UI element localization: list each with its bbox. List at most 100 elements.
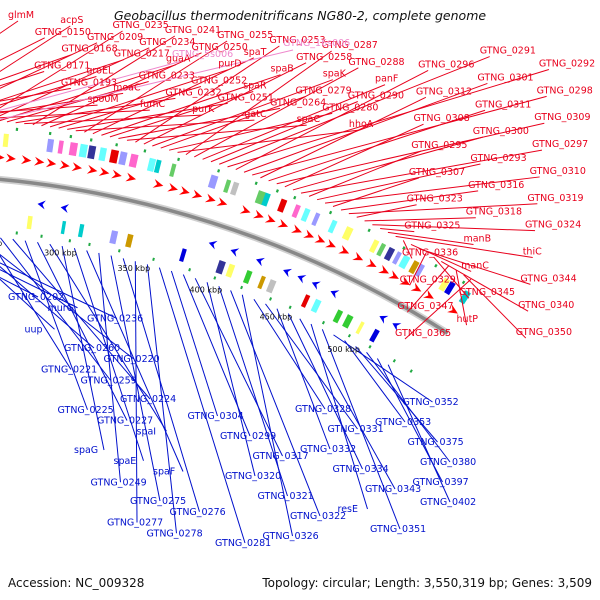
reverse-rna-mark [152, 257, 155, 261]
forward-cds-arrow [178, 186, 190, 195]
reverse-label-leader [265, 303, 358, 430]
reverse-gene-label: GTNG_0259 [81, 375, 137, 386]
reverse-rna-mark [68, 239, 72, 243]
rna-label-leader [0, 49, 294, 120]
cog-category-block [179, 248, 187, 262]
reverse-gene-label: GTNG_0351 [370, 524, 426, 535]
reverse-label-leader [86, 250, 184, 472]
forward-label-leader [0, 54, 72, 81]
cog-category-block [146, 157, 157, 172]
cog-category-block [444, 280, 456, 296]
forward-cds-arrow [325, 239, 336, 248]
reverse-cds-arrow [283, 268, 293, 278]
forward-gene-label: GTNG_0235 [113, 20, 169, 31]
cog-category-block [98, 147, 108, 162]
cog-category-block [225, 263, 236, 278]
reverse-label-leader [253, 298, 326, 410]
reverse-gene-label: GTNG_0321 [258, 491, 314, 502]
forward-rna-mark [115, 143, 119, 147]
reverse-rna-mark [347, 333, 351, 338]
cog-category-block [383, 246, 396, 262]
forward-label-leader [227, 69, 550, 168]
cog-category-block [223, 179, 232, 194]
forward-rna-mark [461, 280, 466, 285]
forward-gene-label: GTNG_0253 [269, 35, 325, 46]
cog-category-block [57, 140, 64, 154]
forward-gene-label: GTNG_0347 [397, 301, 453, 312]
forward-label-leader [252, 95, 547, 176]
cog-category-block [60, 220, 67, 235]
cog-category-block [300, 207, 311, 223]
forward-label-leader [0, 87, 71, 102]
reverse-label-leader [12, 238, 151, 400]
forward-label-leader [160, 96, 306, 149]
reverse-label-leader [321, 329, 401, 530]
forward-label-leader [292, 136, 483, 191]
reverse-label-leader [387, 364, 451, 503]
forward-gene-label: spaK [323, 69, 347, 80]
forward-label-leader [0, 42, 98, 89]
reverse-rna-mark [188, 267, 192, 272]
rna-gene-label: GTNG_16s006 [283, 38, 350, 49]
reverse-label-leader [146, 264, 177, 534]
rna-label-leader [0, 60, 183, 111]
forward-gene-label: GTNG_0258 [296, 52, 352, 63]
reverse-cds-arrow [208, 240, 218, 250]
cog-category-block [261, 192, 271, 207]
forward-gene-label: GTNG_0232 [165, 87, 221, 98]
forward-label-leader [118, 107, 281, 140]
forward-label-leader [395, 235, 533, 258]
topology-summary: Topology: circular; Length: 3,550,319 bp… [262, 576, 592, 590]
forward-cds-arrow [5, 153, 16, 163]
forward-gene-label: spaT [244, 47, 267, 58]
reverse-rna-mark [40, 234, 43, 238]
cog-category-block [342, 314, 354, 329]
forward-rna-mark [293, 195, 297, 200]
cog-category-block [376, 242, 387, 257]
forward-label-leader [409, 252, 427, 286]
forward-cds-arrow [204, 193, 216, 203]
forward-gene-label: groEL [86, 66, 114, 77]
forward-label-leader [0, 59, 124, 101]
reverse-label-leader [366, 352, 451, 463]
forward-cds-arrow [111, 169, 122, 179]
forward-gene-label: GTNG_0264 [270, 97, 326, 108]
reverse-gene-label: spaF [153, 467, 175, 478]
forward-label-leader [0, 76, 97, 106]
forward-gene-label: purD [218, 59, 241, 70]
reverse-label-leader [0, 254, 72, 370]
forward-label-leader [404, 278, 472, 340]
forward-rna-mark [328, 210, 333, 215]
reverse-gene-label: GTNG_0304 [188, 411, 244, 422]
cog-category-block [242, 269, 253, 285]
reverse-cds-arrow [230, 248, 240, 257]
reverse-rna-mark [213, 276, 217, 280]
cog-category-block [254, 190, 267, 205]
forward-label-leader [32, 35, 176, 126]
forward-cds-arrow [277, 218, 289, 228]
cog-category-block [398, 254, 411, 270]
forward-cds-arrow [291, 224, 302, 233]
cog-category-block [87, 145, 97, 160]
forward-rna-mark [367, 228, 371, 233]
forward-label-leader [185, 50, 332, 156]
reverse-rna-mark [368, 345, 372, 349]
scale-tick-label: 250 kbp [0, 239, 2, 248]
reverse-gene-label: GTNG_0317 [253, 451, 309, 462]
forward-label-leader [41, 52, 202, 127]
forward-rna-mark [89, 138, 93, 142]
forward-gene-label: GTNG_0217 [114, 49, 170, 60]
forward-label-leader [0, 64, 177, 122]
cog-category-block [341, 226, 354, 241]
reverse-cds-arrow [379, 315, 389, 324]
forward-label-leader [455, 270, 468, 326]
reverse-label-leader [158, 267, 246, 544]
reverse-gene-label: GTNG_0276 [170, 507, 226, 518]
forward-label-leader [177, 129, 359, 153]
reverse-gene-label: GTNG_0352 [403, 397, 459, 408]
forward-gene-label: acpS [60, 15, 83, 26]
reverse-gene-label: GTNG_0249 [91, 477, 147, 488]
reverse-gene-label: GTNG_0220 [104, 354, 160, 365]
